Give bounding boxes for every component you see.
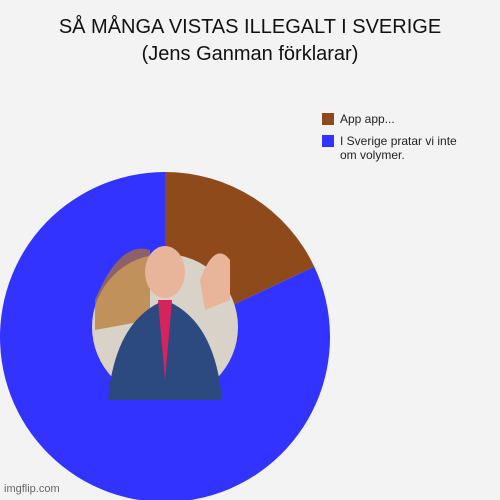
legend-swatch [322, 113, 334, 125]
legend-label: App app... [340, 112, 395, 126]
watermark: imgflip.com [4, 483, 60, 495]
chart-title: SÅ MÅNGA VISTAS ILLEGALT I SVERIGE [59, 15, 441, 38]
donut-slice [0, 172, 330, 500]
chart-subtitle: (Jens Ganman förklarar) [142, 43, 359, 65]
legend-label: I Sverige pratar vi inte om volymer. [340, 134, 457, 162]
legend: App app... I Sverige pratar vi inte om vo… [322, 112, 472, 170]
legend-item: I Sverige pratar vi inte om volymer. [322, 134, 472, 162]
legend-swatch [322, 135, 334, 147]
legend-item: App app... [322, 112, 472, 126]
center-photo [92, 246, 238, 400]
